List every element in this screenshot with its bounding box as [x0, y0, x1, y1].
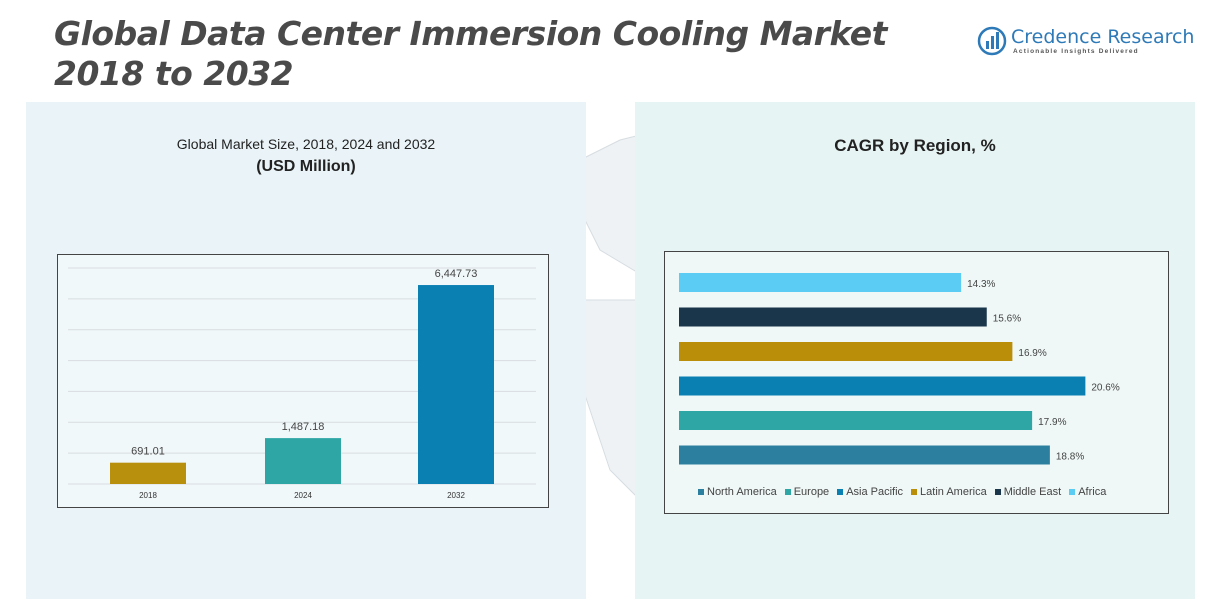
bar-value-label: 17.9% [1038, 417, 1066, 428]
legend-swatch [784, 489, 791, 495]
bar-asia-pacific [679, 376, 1086, 396]
page-title: Global Data Center Immersion Cooling Mar… [54, 14, 887, 94]
legend-item: Middle East [994, 486, 1062, 498]
bar-value-label: 691.01 [131, 446, 165, 458]
cagr-bar-chart: 14.3% 15.6% 16.9% 20.6% 17.9% 18.8% [679, 273, 1120, 465]
legend-label: Asia Pacific [846, 486, 904, 498]
bar-latin-america [679, 342, 1013, 361]
legend-swatch [698, 489, 704, 495]
bar-2018 [110, 462, 186, 484]
bar-europe [679, 411, 1033, 430]
bar-value-label: 6,447.73 [435, 268, 478, 280]
legend-label: Latin America [920, 486, 987, 498]
cagr-legend: North America Europe Asia Pacific Latin Ame… [698, 486, 1106, 498]
x-tick-label: 2032 [447, 491, 465, 500]
legend-item: Asia Pacific [837, 486, 903, 498]
bar-value-label: 15.6% [993, 314, 1021, 325]
bar-value-label: 16.9% [1018, 348, 1046, 359]
bar-2024 [265, 438, 341, 484]
title-line-1: Global Data Center Immersion Cooling Mar… [54, 14, 887, 53]
market-size-chart-frame: 691.01 2018 1,487.18 2024 6,447.73 2032 [57, 254, 549, 508]
bar-value-label: 14.3% [967, 279, 995, 290]
brand-logo: Credence Research Actionable Insights De… [977, 26, 1194, 60]
bar-2032 [418, 285, 494, 484]
logo-tagline: Actionable Insights Delivered [1013, 48, 1139, 55]
legend-swatch [994, 489, 1001, 495]
legend-swatch [911, 489, 918, 495]
cagr-chart-title: CAGR by Region, % [834, 136, 996, 155]
bar-north-america [679, 445, 1050, 465]
market-size-bar-chart: 691.01 2018 1,487.18 2024 6,447.73 2032 [68, 267, 536, 500]
legend-item: Africa [1069, 486, 1106, 498]
legend-label: Middle East [1003, 486, 1062, 498]
legend-item: Europe [784, 486, 830, 498]
legend-item: North America [698, 486, 777, 498]
legend-item: Latin America [911, 486, 987, 498]
x-tick-label: 2024 [294, 491, 312, 500]
market-size-chart-subtitle: (USD Million) [256, 158, 356, 175]
legend-label: North America [707, 486, 777, 498]
title-line-2: 2018 to 2032 [54, 54, 294, 93]
logo-name: Credence Research [1011, 26, 1195, 48]
bar-value-label: 18.8% [1056, 452, 1084, 463]
legend-swatch [1069, 489, 1076, 495]
bar-africa [679, 273, 962, 292]
market-size-chart-title: Global Market Size, 2018, 2024 and 2032 [176, 136, 436, 152]
cagr-chart-frame: 14.3% 15.6% 16.9% 20.6% 17.9% 18.8% [664, 251, 1169, 514]
legend-label: Africa [1078, 486, 1107, 498]
x-tick-label: 2018 [139, 491, 157, 500]
logo-mark-icon [977, 26, 1007, 56]
bar-value-label: 20.6% [1091, 383, 1119, 394]
legend-label: Europe [793, 486, 830, 498]
legend-swatch [837, 489, 844, 495]
bar-middle-east [679, 307, 987, 327]
bar-value-label: 1,487.18 [282, 421, 325, 433]
